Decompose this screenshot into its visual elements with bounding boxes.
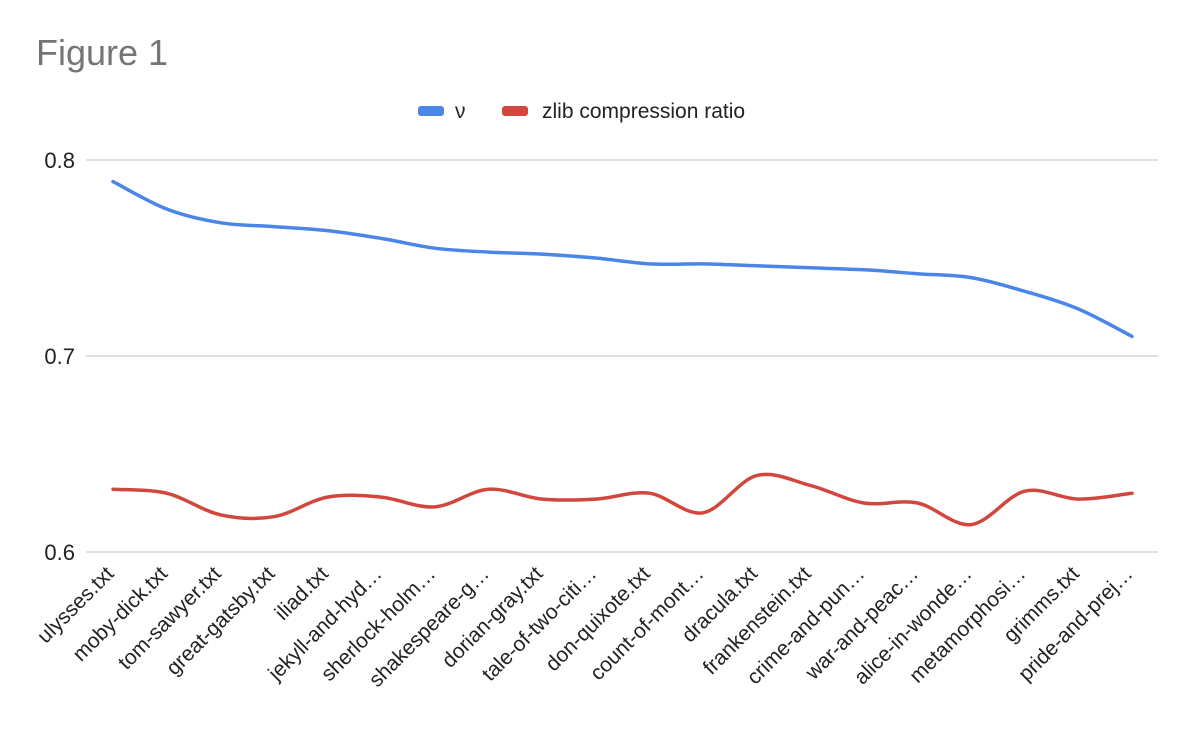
legend-label: ν [455, 100, 466, 123]
series-line-0 [111, 179, 1134, 339]
legend-label: zlib compression ratio [542, 100, 745, 123]
figure-title: Figure 1 [36, 32, 169, 73]
grid-lines [86, 159, 1158, 553]
legend-swatch [418, 106, 444, 116]
series-line-1 [111, 472, 1134, 527]
y-tick-label: 0.6 [44, 540, 75, 565]
y-axis-ticks: 0.6 0.7 0.8 [44, 148, 75, 565]
x-axis-ticks: ulysses.txtmoby-dick.txttom-sawyer.txtgr… [33, 562, 1138, 691]
y-tick-label: 0.7 [44, 344, 75, 369]
legend: ν zlib compression ratio [418, 100, 745, 123]
legend-swatch [502, 106, 528, 116]
series-lines [111, 179, 1134, 527]
y-tick-label: 0.8 [44, 148, 75, 173]
